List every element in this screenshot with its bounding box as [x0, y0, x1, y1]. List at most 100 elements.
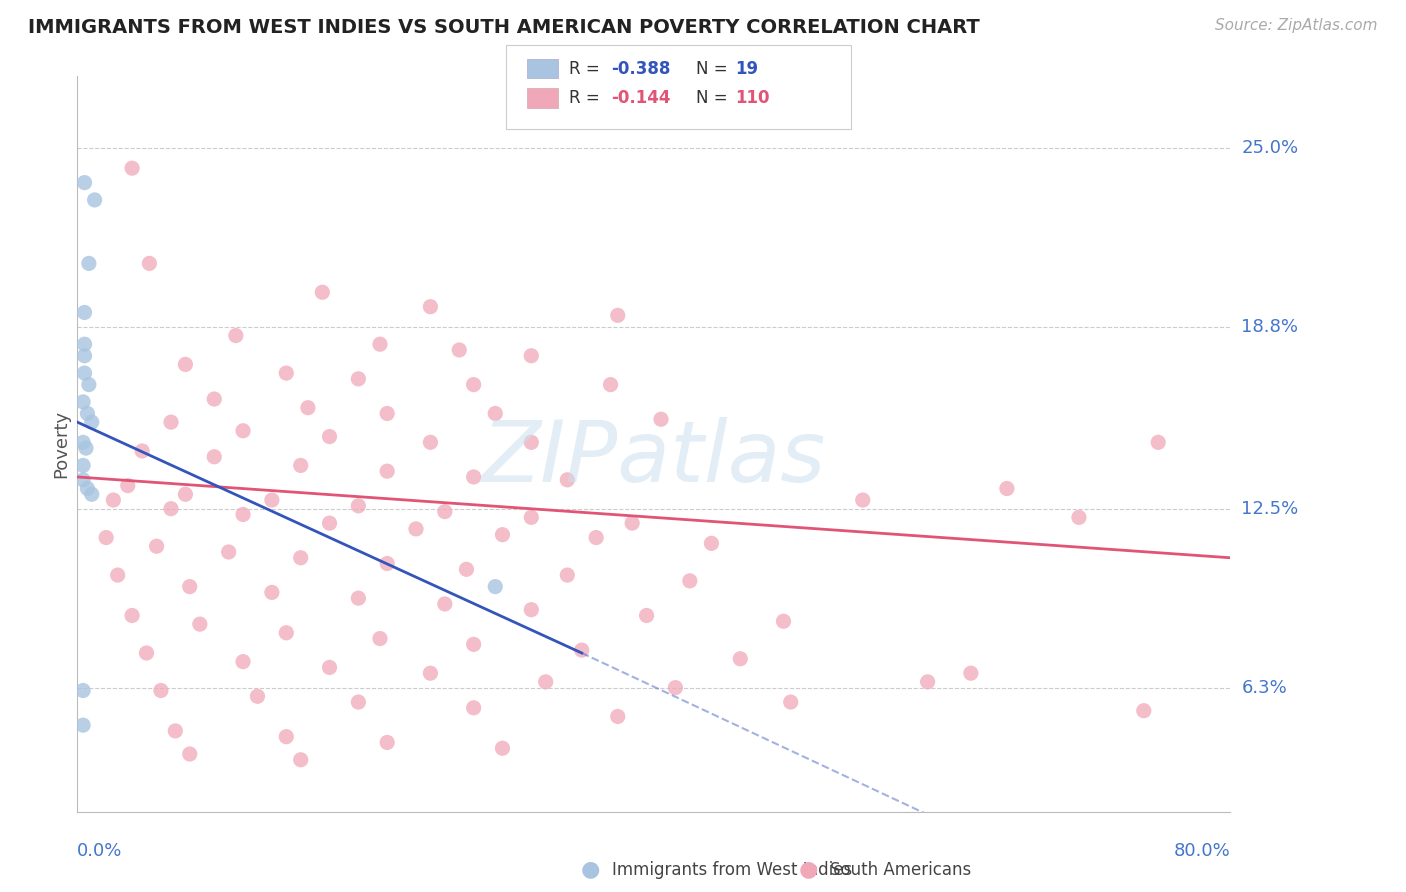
- Point: [225, 328, 247, 343]
- Point: [491, 741, 513, 756]
- Point: [375, 557, 398, 571]
- Point: [72, 718, 94, 732]
- Point: [135, 646, 157, 660]
- Point: [463, 470, 485, 484]
- Point: [276, 730, 298, 744]
- Point: [145, 539, 167, 553]
- Point: [72, 395, 94, 409]
- Text: IMMIGRANTS FROM WEST INDIES VS SOUTH AMERICAN POVERTY CORRELATION CHART: IMMIGRANTS FROM WEST INDIES VS SOUTH AME…: [28, 18, 980, 37]
- Point: [297, 401, 319, 415]
- Point: [318, 660, 340, 674]
- Point: [606, 709, 628, 723]
- Text: 110: 110: [735, 89, 770, 107]
- Point: [1147, 435, 1170, 450]
- Text: -0.144: -0.144: [612, 89, 671, 107]
- Point: [433, 597, 456, 611]
- Point: [246, 690, 269, 704]
- Point: [202, 392, 225, 406]
- Point: [96, 531, 118, 545]
- Point: [419, 435, 441, 450]
- Point: [138, 256, 160, 270]
- Point: [276, 625, 298, 640]
- Point: [606, 309, 628, 323]
- Point: [117, 478, 139, 492]
- Point: [160, 501, 183, 516]
- Point: [571, 643, 593, 657]
- Point: [599, 377, 621, 392]
- Point: [1133, 704, 1156, 718]
- Point: [179, 580, 201, 594]
- Point: [463, 637, 485, 651]
- Text: N =: N =: [696, 89, 733, 107]
- Point: [77, 377, 100, 392]
- Text: Immigrants from West Indies: Immigrants from West Indies: [612, 861, 852, 879]
- Point: [73, 176, 96, 190]
- Point: [347, 695, 370, 709]
- Point: [76, 407, 98, 421]
- Point: [318, 429, 340, 443]
- Point: [520, 349, 543, 363]
- Point: [174, 487, 197, 501]
- Point: [449, 343, 471, 357]
- Point: [650, 412, 672, 426]
- Point: [72, 435, 94, 450]
- Point: [131, 444, 153, 458]
- Point: [679, 574, 702, 588]
- Text: 18.8%: 18.8%: [1241, 318, 1298, 336]
- Text: R =: R =: [569, 60, 606, 78]
- Point: [664, 681, 686, 695]
- Point: [276, 366, 298, 380]
- Point: [405, 522, 427, 536]
- Text: ZIPatlas: ZIPatlas: [482, 417, 825, 500]
- Point: [347, 372, 370, 386]
- Point: [347, 591, 370, 606]
- Point: [779, 695, 801, 709]
- Point: [347, 499, 370, 513]
- Point: [202, 450, 225, 464]
- Text: 80.0%: 80.0%: [1174, 842, 1230, 860]
- Point: [995, 482, 1018, 496]
- Point: [80, 487, 103, 501]
- Point: [433, 505, 456, 519]
- Point: [107, 568, 129, 582]
- Point: [484, 407, 506, 421]
- Text: 0.0%: 0.0%: [77, 842, 122, 860]
- Point: [179, 747, 201, 761]
- Point: [73, 349, 96, 363]
- Text: ●: ●: [799, 860, 818, 880]
- Point: [585, 531, 607, 545]
- Point: [77, 256, 100, 270]
- Point: [165, 723, 187, 738]
- Point: [318, 516, 340, 530]
- Text: N =: N =: [696, 60, 733, 78]
- Point: [72, 683, 94, 698]
- Point: [700, 536, 723, 550]
- Point: [375, 735, 398, 749]
- Point: [852, 493, 875, 508]
- Point: [160, 415, 183, 429]
- Point: [520, 435, 543, 450]
- Text: ●: ●: [581, 860, 600, 880]
- Point: [520, 510, 543, 524]
- Point: [80, 415, 103, 429]
- Point: [290, 550, 312, 565]
- Point: [103, 493, 125, 508]
- Point: [419, 666, 441, 681]
- Point: [76, 482, 98, 496]
- Point: [368, 337, 391, 351]
- Point: [1067, 510, 1090, 524]
- Point: [311, 285, 333, 300]
- Point: [83, 193, 105, 207]
- Point: [621, 516, 644, 530]
- Point: [636, 608, 658, 623]
- Text: Source: ZipAtlas.com: Source: ZipAtlas.com: [1215, 18, 1378, 33]
- Text: 25.0%: 25.0%: [1241, 139, 1299, 157]
- Point: [72, 473, 94, 487]
- Text: R =: R =: [569, 89, 606, 107]
- Point: [232, 424, 254, 438]
- Text: 19: 19: [735, 60, 758, 78]
- Point: [534, 674, 557, 689]
- Point: [456, 562, 478, 576]
- Point: [557, 473, 579, 487]
- Point: [232, 655, 254, 669]
